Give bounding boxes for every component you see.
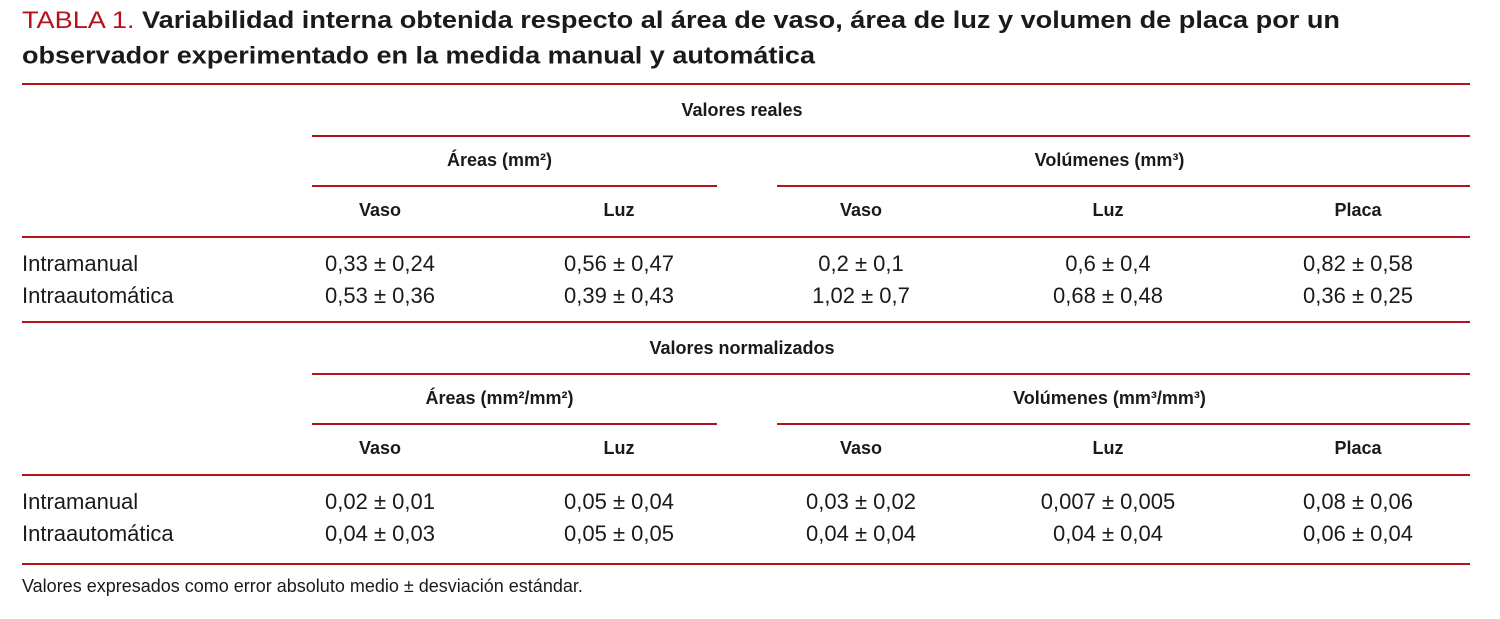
title-line: observador experimentado en la medida ma… — [22, 42, 816, 69]
group-header: Áreas (mm²/mm²) — [425, 387, 573, 408]
cell: 0,82 ± 0,58 — [1303, 251, 1413, 276]
column-header: Vaso — [359, 200, 401, 220]
cell: 0,007 ± 0,005 — [1041, 489, 1175, 514]
row-label: Intraautomática — [22, 283, 174, 308]
group-header: Volúmenes (mm³) — [1035, 150, 1185, 170]
column-header: Luz — [604, 200, 635, 220]
cell: 0,68 ± 0,48 — [1053, 283, 1163, 308]
cell: 0,53 ± 0,36 — [325, 283, 435, 308]
cell: 0,33 ± 0,24 — [325, 251, 435, 276]
cell: 0,03 ± 0,02 — [806, 489, 916, 514]
group-header: Áreas (mm²) — [447, 149, 552, 170]
column-header: Luz — [604, 438, 635, 458]
column-header: Placa — [1334, 438, 1382, 458]
cell: 1,02 ± 0,7 — [812, 283, 910, 308]
column-header: Vaso — [840, 200, 882, 220]
group-header: Volúmenes (mm³/mm³) — [1013, 388, 1206, 408]
column-header: Vaso — [359, 438, 401, 458]
title-line: TABLA 1. Variabilidad interna obtenida r… — [22, 7, 1340, 34]
cell: 0,04 ± 0,04 — [1053, 521, 1163, 546]
column-header: Vaso — [840, 438, 882, 458]
title-text: Variabilidad interna obtenida respecto a… — [142, 7, 1340, 34]
cell: 0,08 ± 0,06 — [1303, 489, 1413, 514]
row-label: Intramanual — [22, 251, 138, 276]
footnote: Valores expresados como error absoluto m… — [22, 576, 583, 596]
section-heading: Valores reales — [681, 100, 802, 120]
cell: 0,2 ± 0,1 — [818, 251, 903, 276]
cell: 0,05 ± 0,04 — [564, 489, 674, 514]
section-heading: Valores normalizados — [649, 338, 834, 358]
cell: 0,6 ± 0,4 — [1065, 251, 1150, 276]
column-header: Placa — [1334, 200, 1382, 220]
cell: 0,05 ± 0,05 — [564, 521, 674, 546]
cell: 0,56 ± 0,47 — [564, 251, 674, 276]
column-header: Luz — [1093, 438, 1124, 458]
title-label: TABLA 1. — [22, 7, 135, 34]
cell: 0,02 ± 0,01 — [325, 489, 435, 514]
cell: 0,04 ± 0,03 — [325, 521, 435, 546]
cell: 0,39 ± 0,43 — [564, 283, 674, 308]
cell: 0,04 ± 0,04 — [806, 521, 916, 546]
cell: 0,36 ± 0,25 — [1303, 283, 1413, 308]
row-label: Intraautomática — [22, 521, 174, 546]
column-header: Luz — [1093, 200, 1124, 220]
row-label: Intramanual — [22, 489, 138, 514]
cell: 0,06 ± 0,04 — [1303, 521, 1413, 546]
